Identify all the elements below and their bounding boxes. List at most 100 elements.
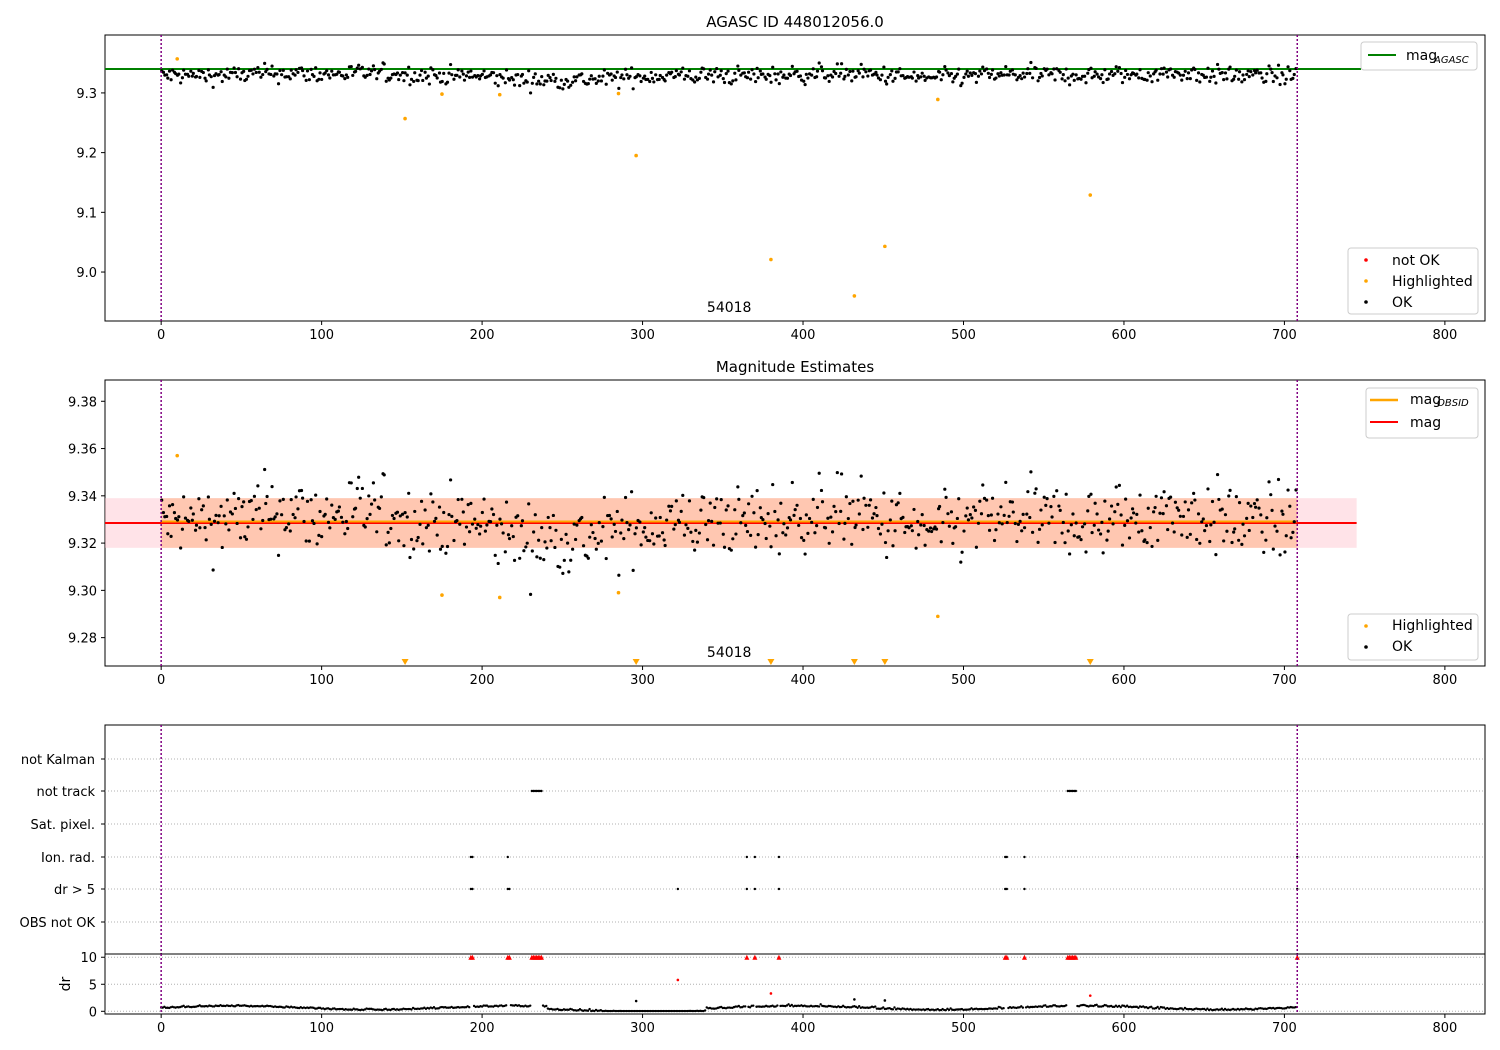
p2-ok-point bbox=[562, 558, 566, 562]
p3-flag-point bbox=[745, 887, 749, 891]
p2-ok-point bbox=[1178, 514, 1182, 518]
p1-ok-point bbox=[1053, 78, 1057, 82]
p1-highlighted-point bbox=[883, 244, 887, 249]
p1-ok-point bbox=[211, 85, 215, 89]
p2-ok-point bbox=[377, 506, 382, 511]
p2-ok-point bbox=[768, 524, 772, 528]
p2-ok-point bbox=[737, 497, 741, 501]
p2-ytick-label-4: 9.36 bbox=[68, 443, 97, 458]
p1-ok-point bbox=[314, 66, 318, 70]
p2-ok-point bbox=[890, 499, 894, 503]
panel-agasc-legend-upper: mag AGASC bbox=[1360, 41, 1478, 71]
p1-ok-point bbox=[368, 72, 372, 77]
p3-flag-point bbox=[471, 887, 474, 891]
p2-ok-point bbox=[263, 467, 267, 472]
p2-ok-point bbox=[1281, 512, 1285, 516]
p2-ok-point bbox=[862, 496, 866, 500]
p2-ok-point bbox=[896, 501, 900, 505]
p4-dr-point bbox=[947, 1008, 951, 1012]
p1-ok-point bbox=[795, 69, 799, 73]
p2-ok-point bbox=[281, 497, 285, 501]
p2-ok-point bbox=[407, 491, 411, 495]
p2-ok-point bbox=[1120, 543, 1125, 547]
p2-ok-point bbox=[859, 474, 863, 478]
p1-ok-point bbox=[418, 73, 422, 77]
p1-ok-point bbox=[986, 71, 990, 75]
p2-ok-point bbox=[641, 530, 645, 534]
p1-ok-point bbox=[864, 70, 868, 74]
p1-ok-point bbox=[1283, 82, 1287, 86]
p2-ok-point bbox=[518, 556, 522, 560]
p2-ok-point bbox=[981, 483, 985, 487]
p1-ok-point bbox=[920, 71, 924, 75]
p2-ok-point bbox=[1162, 490, 1166, 494]
p2-ok-point bbox=[501, 531, 505, 535]
p2-ok-point bbox=[870, 516, 875, 520]
p1-ok-point bbox=[548, 76, 552, 80]
p1-ok-point bbox=[854, 75, 858, 79]
p1-ok-point bbox=[890, 69, 894, 73]
p1-ok-point bbox=[532, 75, 536, 79]
p1-ok-point bbox=[839, 62, 844, 66]
p1-ok-point bbox=[341, 74, 345, 78]
p1-ok-point bbox=[891, 79, 895, 83]
p1-ok-point bbox=[1135, 72, 1139, 76]
p2-ok-point bbox=[1241, 522, 1245, 526]
p2-ok-point bbox=[1111, 522, 1115, 526]
p2-ok-point bbox=[689, 530, 693, 534]
p2-ok-point bbox=[607, 513, 612, 518]
p2-ok-point bbox=[610, 535, 614, 539]
p2-ok-point bbox=[1057, 504, 1061, 508]
p1-ok-point bbox=[1026, 67, 1030, 71]
p2-ok-point bbox=[764, 536, 768, 541]
p2-ok-point bbox=[1071, 512, 1075, 516]
p2-ok-point bbox=[1117, 483, 1122, 487]
p4-dr-point bbox=[410, 1008, 413, 1011]
p1-ok-point bbox=[251, 72, 255, 76]
p1-ok-point bbox=[857, 71, 861, 75]
p2-ok-point bbox=[172, 510, 177, 515]
p2-ok-point bbox=[1004, 480, 1008, 484]
p2-ok-point bbox=[872, 512, 876, 516]
p1-ok-point bbox=[979, 72, 984, 76]
p1-ok-point bbox=[883, 79, 888, 83]
p1-ok-point bbox=[682, 77, 687, 81]
p2-ok-point bbox=[537, 538, 541, 542]
p1-ok-point bbox=[817, 61, 821, 65]
p2-ok-point bbox=[1097, 528, 1101, 532]
p2-ok-point bbox=[200, 508, 204, 512]
p1-ok-point bbox=[916, 74, 920, 78]
p2-ok-point bbox=[949, 510, 954, 514]
p2-ok-point bbox=[458, 522, 462, 526]
p1-ok-point bbox=[609, 72, 613, 76]
p2-ok-point bbox=[782, 522, 786, 526]
p2-ok-point bbox=[341, 520, 345, 524]
p2-ok-point bbox=[424, 526, 429, 530]
p3-flag-point bbox=[676, 887, 680, 891]
p1-ok-point bbox=[349, 64, 353, 69]
p2-ok-point bbox=[699, 508, 703, 512]
p2-ok-point bbox=[985, 498, 989, 502]
p1-ok-point bbox=[949, 71, 954, 76]
p2-ok-point bbox=[1124, 497, 1128, 501]
p2-ok-point bbox=[885, 555, 889, 560]
p1-ok-point bbox=[874, 70, 878, 74]
p2-ok-point bbox=[1143, 538, 1147, 542]
p1-ok-point bbox=[201, 70, 205, 75]
p2-ok-point bbox=[427, 549, 431, 553]
p1-ok-point bbox=[1127, 77, 1132, 81]
p2-ok-point bbox=[966, 518, 971, 522]
p2-ok-point bbox=[1278, 553, 1282, 557]
p2-ok-point bbox=[1220, 507, 1224, 511]
p2-ok-point bbox=[182, 495, 186, 499]
p4-dr-point bbox=[748, 1006, 752, 1009]
p2-ok-point bbox=[1022, 526, 1027, 530]
p2-ok-point bbox=[820, 500, 825, 504]
p1-ok-point bbox=[951, 80, 955, 84]
p2-ok-point bbox=[832, 504, 836, 508]
p1-ok-point bbox=[244, 77, 249, 81]
p1-ok-point bbox=[777, 82, 781, 86]
p2-ok-point bbox=[467, 530, 472, 534]
p2-ok-point bbox=[382, 473, 386, 477]
p1-highlighted-point bbox=[769, 257, 773, 262]
